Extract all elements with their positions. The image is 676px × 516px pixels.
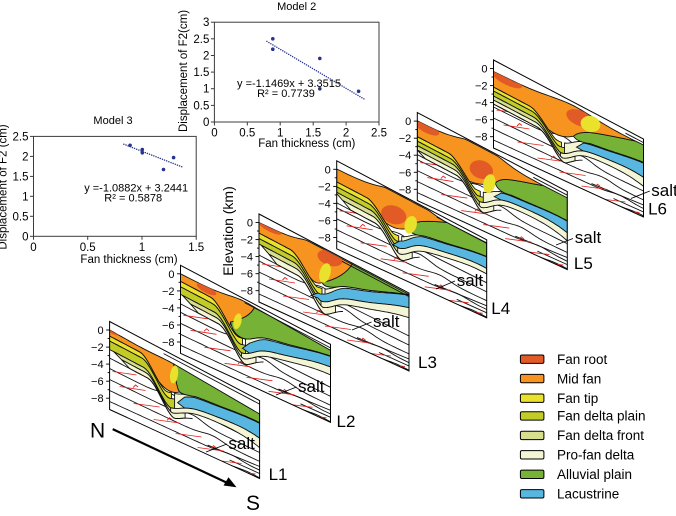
svg-text:R² = 0.7739: R² = 0.7739	[257, 88, 315, 100]
svg-text:1: 1	[139, 242, 145, 254]
svg-text:Fan root: Fan root	[557, 352, 608, 367]
svg-text:1.5: 1.5	[13, 171, 29, 183]
svg-text:Fan delta plain: Fan delta plain	[557, 409, 646, 424]
svg-text:salt: salt	[373, 312, 400, 331]
svg-text:1: 1	[203, 84, 209, 96]
svg-text:−8: −8	[240, 286, 253, 298]
svg-text:−4: −4	[475, 98, 488, 110]
svg-text:L6: L6	[648, 200, 667, 219]
svg-text:2.5: 2.5	[193, 34, 209, 46]
svg-text:L2: L2	[337, 412, 356, 431]
svg-text:1.5: 1.5	[193, 67, 209, 79]
svg-text:−2: −2	[475, 81, 488, 93]
svg-text:Lacustrine: Lacustrine	[557, 487, 619, 502]
svg-text:salt: salt	[228, 434, 255, 453]
svg-text:0: 0	[481, 64, 487, 76]
svg-text:Elevation (km): Elevation (km)	[220, 186, 236, 275]
svg-text:0.5: 0.5	[239, 128, 255, 140]
svg-text:−6: −6	[240, 269, 253, 281]
svg-text:salt: salt	[575, 228, 602, 247]
svg-text:0.5: 0.5	[193, 100, 209, 112]
svg-text:y =-1.0882x + 3.2441: y =-1.0882x + 3.2441	[84, 183, 188, 195]
svg-text:−8: −8	[399, 184, 412, 196]
svg-text:0: 0	[247, 218, 253, 230]
svg-text:3: 3	[203, 17, 209, 29]
svg-text:0.5: 0.5	[13, 211, 29, 223]
svg-text:−6: −6	[91, 376, 104, 388]
svg-text:salt: salt	[651, 181, 676, 200]
svg-text:S: S	[246, 492, 260, 511]
svg-text:L3: L3	[418, 353, 437, 372]
svg-text:Model 3: Model 3	[93, 115, 132, 127]
svg-text:0.5: 0.5	[80, 242, 96, 254]
svg-text:Pro-fan delta: Pro-fan delta	[557, 448, 635, 463]
svg-text:−4: −4	[91, 359, 104, 371]
svg-text:2: 2	[343, 128, 349, 140]
svg-text:−4: −4	[162, 303, 175, 315]
svg-text:R² = 0.5878: R² = 0.5878	[104, 193, 162, 205]
svg-text:1.5: 1.5	[305, 128, 321, 140]
svg-text:−6: −6	[162, 320, 175, 332]
svg-text:Displacement of F2(cm): Displacement of F2(cm)	[178, 10, 190, 132]
svg-text:−6: −6	[399, 167, 412, 179]
svg-text:L4: L4	[491, 299, 510, 318]
svg-text:2: 2	[203, 51, 209, 63]
svg-text:−8: −8	[475, 132, 488, 144]
svg-text:N: N	[90, 420, 105, 443]
svg-text:Model 2: Model 2	[277, 1, 316, 13]
svg-text:Fan tip: Fan tip	[557, 391, 598, 406]
svg-text:0: 0	[325, 164, 331, 176]
svg-text:2.5: 2.5	[13, 131, 29, 143]
svg-text:−4: −4	[399, 150, 412, 162]
svg-text:−4: −4	[318, 198, 331, 210]
svg-text:Fan thickness (cm): Fan thickness (cm)	[258, 138, 355, 150]
svg-text:−2: −2	[91, 342, 104, 354]
svg-text:0: 0	[22, 231, 28, 243]
svg-text:Fan delta front: Fan delta front	[557, 428, 644, 443]
svg-text:Mid fan: Mid fan	[557, 371, 601, 386]
svg-text:Displacement of F2 (cm): Displacement of F2 (cm)	[0, 124, 10, 249]
svg-text:0: 0	[203, 117, 209, 129]
svg-text:−2: −2	[162, 286, 175, 298]
svg-text:salt: salt	[298, 377, 325, 396]
svg-text:0: 0	[97, 325, 103, 337]
svg-text:L1: L1	[269, 465, 288, 484]
svg-text:Alluvial plain: Alluvial plain	[557, 467, 632, 482]
svg-text:−2: −2	[240, 235, 253, 247]
svg-text:0: 0	[30, 242, 36, 254]
svg-text:0: 0	[211, 128, 217, 140]
svg-text:salt: salt	[457, 271, 484, 290]
svg-text:Fan thickness (cm): Fan thickness (cm)	[80, 254, 177, 266]
svg-text:0: 0	[168, 269, 174, 281]
svg-text:−2: −2	[318, 181, 331, 193]
svg-text:−8: −8	[318, 233, 331, 245]
svg-text:1: 1	[22, 191, 28, 203]
svg-text:L5: L5	[574, 254, 593, 273]
svg-text:1.5: 1.5	[188, 242, 204, 254]
svg-text:−6: −6	[475, 115, 488, 127]
svg-text:−6: −6	[318, 216, 331, 228]
svg-text:2.5: 2.5	[371, 128, 387, 140]
svg-text:−2: −2	[399, 133, 412, 145]
svg-text:2: 2	[22, 151, 28, 163]
svg-text:1: 1	[277, 128, 283, 140]
svg-text:−8: −8	[162, 337, 175, 349]
svg-text:y =-1.1469x + 3.3515: y =-1.1469x + 3.3515	[237, 78, 341, 90]
svg-text:−4: −4	[240, 252, 253, 264]
svg-text:−8: −8	[91, 393, 104, 405]
svg-text:0: 0	[405, 116, 411, 128]
